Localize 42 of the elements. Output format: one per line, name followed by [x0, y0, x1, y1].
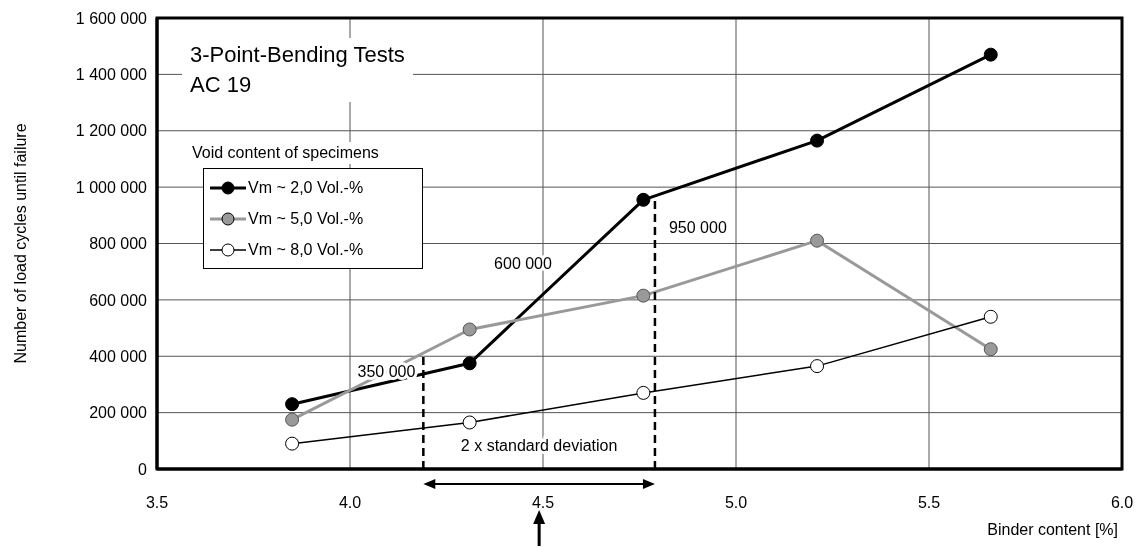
x-tick-label: 4.0: [338, 494, 362, 512]
point: [462, 356, 477, 371]
point: [285, 412, 300, 427]
y-tick-label: 1 200 000: [75, 122, 148, 140]
text: 3-Point-Bending Tests: [190, 41, 405, 69]
y-axis-title: Number of load cycles until failure: [12, 123, 29, 364]
legend-label: Vm ~ 2,0 Vol.-%: [248, 178, 364, 197]
annotation: 350 000: [357, 362, 416, 380]
y-tick-label: 0: [138, 460, 148, 478]
point: [636, 192, 651, 207]
point: [636, 385, 651, 400]
text: AC 19: [190, 71, 253, 99]
y-tick-label: 400 000: [89, 347, 148, 365]
x-tick-label: 4.5: [531, 494, 555, 512]
legend-label: Vm ~ 5,0 Vol.-%: [248, 209, 364, 228]
y-tick-label: 600 000: [89, 291, 148, 309]
point: [983, 342, 998, 357]
point: [983, 47, 998, 62]
y-tick-label: 800 000: [89, 235, 148, 253]
y-tick-label: 1 400 000: [75, 66, 148, 84]
point: [983, 309, 998, 324]
x-tick-label: 5.5: [917, 494, 941, 512]
point: [810, 133, 825, 148]
annotation: 2 x standard deviation: [460, 437, 618, 455]
point: [285, 436, 300, 451]
x-axis-title: Binder content [%]: [987, 521, 1118, 538]
legend-label: Vm ~ 8,0 Vol.-%: [248, 240, 364, 259]
point: [810, 359, 825, 374]
point: [462, 415, 477, 430]
point: [810, 233, 825, 248]
y-tick-label: 200 000: [89, 404, 148, 422]
point: [462, 322, 477, 337]
x-tick-label: 5.0: [724, 494, 748, 512]
annotation: 600 000: [494, 255, 553, 273]
x-tick-label: 6.0: [1110, 494, 1134, 512]
legend-title: Void content of specimens: [188, 142, 383, 164]
y-tick-label: 1 000 000: [75, 178, 148, 196]
y-tick-label: 1 600 000: [75, 9, 148, 27]
point: [636, 288, 651, 303]
x-tick-label: 3.5: [145, 494, 169, 512]
annotation: 950 000: [668, 219, 727, 237]
point: [285, 397, 300, 412]
